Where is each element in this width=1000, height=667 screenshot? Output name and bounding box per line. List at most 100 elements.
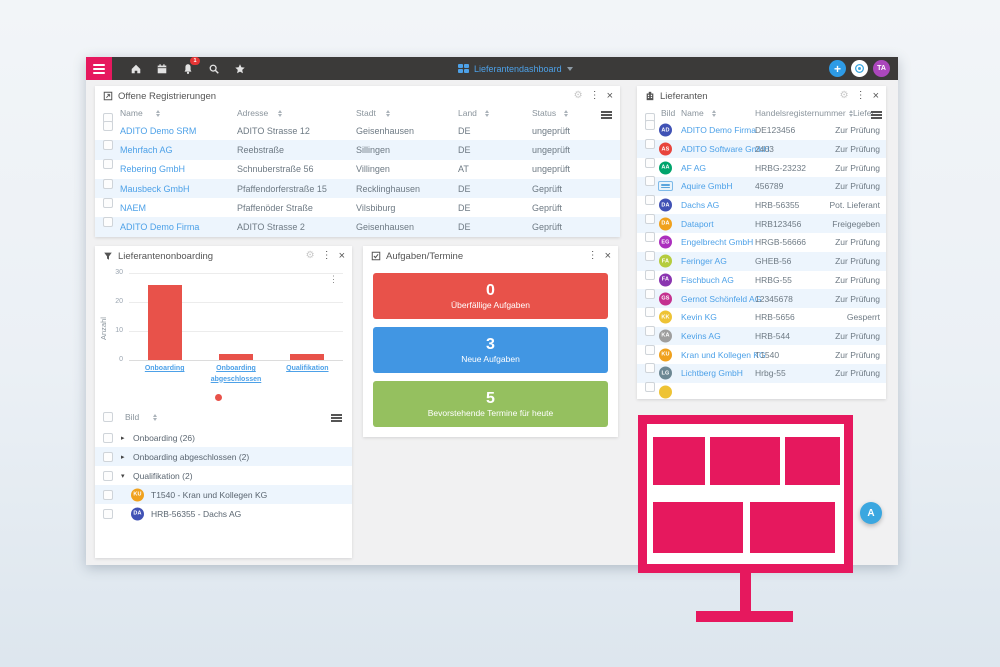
table-row[interactable]: Aquire GmbH 456789 Zur Prüfung bbox=[637, 176, 886, 196]
table-row[interactable]: Mehrfach AG Reebstraße Sillingen DE ungeprüf… bbox=[95, 139, 620, 160]
tree-row-label[interactable]: Qualifikation (2) bbox=[133, 470, 193, 481]
row-checkbox[interactable] bbox=[645, 307, 655, 318]
supplier-name-link[interactable]: ADITO Demo SRM bbox=[120, 125, 197, 136]
row-checkbox[interactable] bbox=[103, 451, 113, 462]
gear-icon[interactable]: ⚙ bbox=[839, 90, 849, 101]
tree-row-label[interactable]: T1540 - Kran und Kollegen KG bbox=[151, 489, 268, 500]
list-settings-icon[interactable] bbox=[871, 111, 882, 119]
row-checkbox[interactable] bbox=[645, 325, 655, 336]
table-row[interactable]: GS Gernot Schönfeld AG 12345678 Zur Prüfung bbox=[637, 288, 886, 308]
kebab-menu-icon[interactable]: ⋮ bbox=[587, 250, 598, 261]
x-category-link[interactable]: Onboarding bbox=[144, 365, 185, 372]
tree-row[interactable]: ▸ Onboarding (26) bbox=[95, 428, 352, 447]
row-checkbox[interactable] bbox=[103, 217, 113, 228]
bar-onboarding[interactable] bbox=[147, 284, 182, 360]
table-row[interactable]: ADITO Demo Firma ADITO Strasse 2 Geisenhau… bbox=[95, 217, 620, 237]
supplier-name-link[interactable]: Aquire GmbH bbox=[681, 181, 733, 192]
supplier-name-link[interactable]: Feringer AG bbox=[681, 256, 727, 267]
assistant-button[interactable]: A bbox=[860, 502, 882, 524]
table-row[interactable]: DA Dataport HRB123456 Freigegeben bbox=[637, 213, 886, 234]
table-row[interactable]: ADITO Demo SRM ADITO Strasse 12 Geisenhaus… bbox=[95, 120, 620, 140]
row-checkbox[interactable] bbox=[103, 508, 113, 519]
favorites-star-icon[interactable] bbox=[233, 62, 246, 75]
supplier-name-link[interactable]: Kran und Kollegen KG bbox=[681, 349, 766, 360]
bar-qualifikation[interactable] bbox=[290, 354, 325, 360]
table-row[interactable]: LG Lichtberg GmbH Hrbg-55 Zur Prüfung bbox=[637, 363, 886, 383]
add-button[interactable]: + bbox=[829, 60, 846, 77]
task-card[interactable]: 0 Überfällige Aufgaben bbox=[373, 273, 608, 319]
close-icon[interactable]: × bbox=[606, 89, 613, 102]
gear-icon[interactable]: ⚙ bbox=[305, 250, 315, 261]
table-row[interactable]: DA Dachs AG HRB-56355 Pot. Lieferant bbox=[637, 195, 886, 215]
supplier-name-link[interactable]: Fischbuch AG bbox=[681, 274, 734, 285]
dashboard-selector[interactable]: Lieferantendashboard bbox=[458, 57, 573, 80]
supplier-name-link[interactable]: Kevins AG bbox=[681, 330, 721, 341]
collapse-icon[interactable]: ▾ bbox=[121, 472, 125, 480]
table-row[interactable]: EG Engelbrecht GmbH HRGB-56666 Zur Prüfung bbox=[637, 232, 886, 252]
supplier-name-link[interactable]: Mehrfach AG bbox=[120, 144, 173, 155]
row-checkbox[interactable] bbox=[645, 213, 655, 224]
supplier-name-link[interactable]: Rebering GmbH bbox=[120, 164, 186, 175]
legend-dot[interactable] bbox=[215, 394, 222, 401]
list-settings-icon[interactable] bbox=[331, 414, 342, 422]
row-checkbox[interactable] bbox=[103, 178, 113, 189]
row-checkbox[interactable] bbox=[103, 489, 113, 500]
row-checkbox[interactable] bbox=[103, 139, 113, 150]
table-row[interactable]: FA Feringer AG GHEB-56 Zur Prüfung bbox=[637, 251, 886, 271]
table-row[interactable]: AA AF AG HRBG-23232 Zur Prüfung bbox=[637, 157, 886, 177]
kebab-menu-icon[interactable]: ⋮ bbox=[589, 90, 600, 101]
table-row[interactable]: FA Fischbuch AG HRBG-55 Zur Prüfung bbox=[637, 269, 886, 290]
table-row[interactable]: AD ADITO Demo Firma DE123456 Zur Prüfung bbox=[637, 120, 886, 140]
close-icon[interactable]: × bbox=[604, 249, 611, 262]
table-row[interactable]: KU Kran und Kollegen KG T1540 Zur Prüfung bbox=[637, 344, 886, 364]
supplier-name-link[interactable]: ADITO Demo Firma bbox=[120, 222, 200, 233]
x-category-link[interactable]: Qualifikation bbox=[286, 365, 329, 372]
table-row[interactable]: AS ADITO Software GmbH 2403 Zur Prüfung bbox=[637, 139, 886, 159]
close-icon[interactable]: × bbox=[872, 89, 879, 102]
row-checkbox[interactable] bbox=[645, 269, 655, 280]
supplier-name-link[interactable]: Mausbeck GmbH bbox=[120, 183, 190, 194]
supplier-name-link[interactable]: ADITO Software GmbH bbox=[681, 144, 770, 155]
tree-row[interactable]: ▾ Qualifikation (2) bbox=[95, 466, 352, 485]
row-checkbox[interactable] bbox=[645, 176, 655, 187]
supplier-name-link[interactable]: Dataport bbox=[681, 218, 714, 229]
list-settings-icon[interactable] bbox=[601, 111, 612, 119]
gear-icon[interactable]: ⚙ bbox=[573, 90, 583, 101]
tree-row-label[interactable]: Onboarding (26) bbox=[133, 432, 195, 443]
tree-row[interactable]: ▸ Onboarding abgeschlossen (2) bbox=[95, 447, 352, 466]
kebab-menu-icon[interactable]: ⋮ bbox=[855, 90, 866, 101]
close-icon[interactable]: × bbox=[338, 249, 345, 262]
search-icon[interactable] bbox=[207, 62, 220, 75]
row-checkbox[interactable] bbox=[645, 363, 655, 374]
task-card[interactable]: 3 Neue Aufgaben bbox=[373, 327, 608, 373]
table-row[interactable]: KA Kevins AG HRB-544 Zur Prüfung bbox=[637, 325, 886, 346]
row-checkbox[interactable] bbox=[103, 159, 113, 170]
select-all-checkbox[interactable] bbox=[103, 412, 113, 422]
table-row[interactable] bbox=[637, 381, 886, 399]
supplier-name-link[interactable]: NAEM bbox=[120, 202, 147, 213]
row-checkbox[interactable] bbox=[645, 288, 655, 299]
row-checkbox[interactable] bbox=[645, 251, 655, 262]
menu-icon[interactable] bbox=[86, 57, 112, 80]
row-checkbox[interactable] bbox=[645, 139, 655, 150]
assist-target-icon[interactable] bbox=[851, 60, 868, 77]
table-row[interactable]: NAEM Pfaffenöder Straße Vilsbiburg DE Geprüf… bbox=[95, 197, 620, 217]
kebab-menu-icon[interactable]: ⋮ bbox=[321, 250, 332, 261]
user-avatar[interactable]: TA bbox=[873, 60, 890, 77]
supplier-name-link[interactable]: ADITO Demo Firma bbox=[681, 125, 756, 136]
row-checkbox[interactable] bbox=[645, 344, 655, 355]
task-card[interactable]: 5 Bevorstehende Termine für heute bbox=[373, 381, 608, 427]
bar-onboarding-abgeschlossen[interactable] bbox=[219, 354, 253, 360]
row-checkbox[interactable] bbox=[645, 195, 655, 206]
row-checkbox[interactable] bbox=[645, 120, 655, 131]
notifications-bell-icon[interactable]: 1 bbox=[181, 57, 200, 75]
supplier-name-link[interactable]: Lichtberg GmbH bbox=[681, 368, 743, 379]
row-checkbox[interactable] bbox=[645, 157, 655, 168]
tree-row[interactable]: KU T1540 - Kran und Kollegen KG bbox=[95, 485, 352, 504]
chart-kebab-icon[interactable]: ⋮ bbox=[329, 274, 338, 284]
supplier-name-link[interactable]: Kevin KG bbox=[681, 312, 717, 323]
supplier-name-link[interactable]: Dachs AG bbox=[681, 200, 720, 211]
table-row[interactable]: KK Kevin KG HRB-5656 Gesperrt bbox=[637, 307, 886, 327]
tree-row-label[interactable]: HRB-56355 - Dachs AG bbox=[151, 508, 242, 519]
supplier-name-link[interactable]: Engelbrecht GmbH bbox=[681, 237, 754, 248]
